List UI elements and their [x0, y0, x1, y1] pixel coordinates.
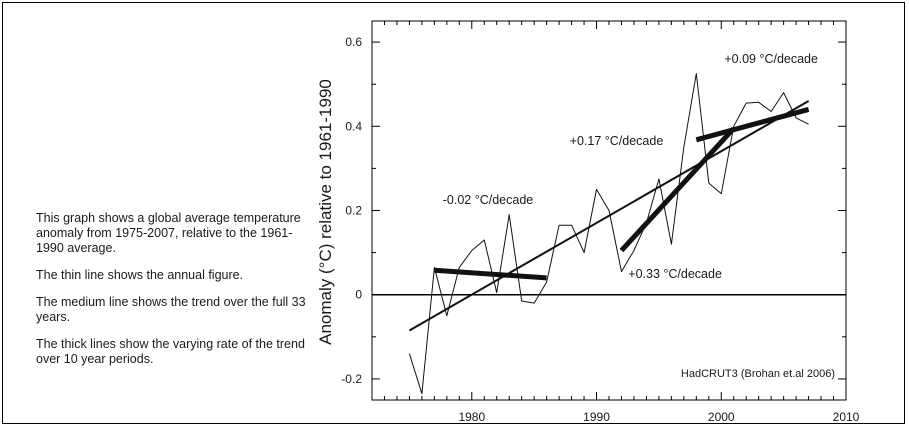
- trend-rate-annotation: +0.17 °C/decade: [570, 134, 664, 148]
- trend-rate-annotation: +0.09 °C/decade: [724, 52, 818, 66]
- x-tick-label: 2010: [833, 410, 860, 424]
- series-group: [408, 73, 810, 395]
- decade-trend-line: [619, 126, 736, 253]
- description-notes: This graph shows a global average temper…: [36, 211, 306, 379]
- trend-rate-annotation: +0.33 °C/decade: [628, 267, 722, 281]
- note-thick-lines: The thick lines show the varying rate of…: [36, 337, 305, 366]
- y-tick-label: 0.4: [345, 119, 362, 133]
- annotations: -0.02 °C/decade +0.17 °C/decade +0.33 °C/d…: [443, 52, 818, 281]
- decade-trend-line: [695, 106, 810, 143]
- y-tick-label: 0.6: [345, 35, 362, 49]
- y-tick-label: 0.2: [345, 204, 362, 218]
- full-period-trend-line: [408, 100, 810, 332]
- note-medium-line: The medium line shows the trend over the…: [36, 295, 306, 324]
- decade-trend-line: [434, 267, 547, 281]
- x-axis: 1980 1990 2000 2010: [371, 21, 860, 424]
- annual-anomaly-line: [408, 73, 809, 395]
- figure-frame: [2, 2, 905, 424]
- note-summary: This graph shows a global average temper…: [36, 211, 301, 255]
- x-tick-label: 1990: [583, 410, 610, 424]
- y-axis-label: Anomaly (°C) relative to 1961-1990: [316, 79, 335, 345]
- y-axis: -0.2 0 0.2 0.4 0.6: [341, 35, 846, 386]
- trend-rate-annotation: -0.02 °C/decade: [443, 193, 534, 207]
- x-tick-label: 1980: [458, 410, 485, 424]
- note-thin-line: The thin line shows the annual figure.: [36, 268, 244, 282]
- x-tick-label: 2000: [708, 410, 735, 424]
- y-tick-label: -0.2: [341, 372, 362, 386]
- y-tick-label: 0: [355, 288, 362, 302]
- source-note: HadCRUT3 (Brohan et.al 2006): [681, 368, 835, 380]
